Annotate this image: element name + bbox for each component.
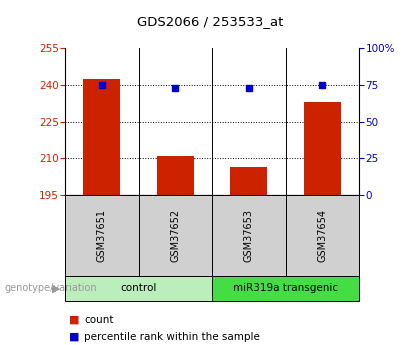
Text: ■: ■	[69, 332, 80, 342]
Text: ■: ■	[69, 315, 80, 325]
Text: GDS2066 / 253533_at: GDS2066 / 253533_at	[137, 16, 283, 29]
Bar	[231, 167, 267, 195]
Text: miR319a transgenic: miR319a transgenic	[233, 284, 338, 293]
Text: GSM37653: GSM37653	[244, 209, 254, 262]
Bar	[304, 102, 341, 195]
Text: genotype/variation: genotype/variation	[4, 284, 97, 293]
Bar	[84, 79, 120, 195]
Text: count: count	[84, 315, 113, 325]
Text: GSM37651: GSM37651	[97, 209, 107, 262]
Text: GSM37652: GSM37652	[171, 209, 180, 262]
Bar	[157, 156, 194, 195]
Text: percentile rank within the sample: percentile rank within the sample	[84, 332, 260, 342]
Text: ▶: ▶	[52, 284, 61, 293]
Text: control: control	[121, 284, 157, 293]
Text: GSM37654: GSM37654	[318, 209, 327, 262]
